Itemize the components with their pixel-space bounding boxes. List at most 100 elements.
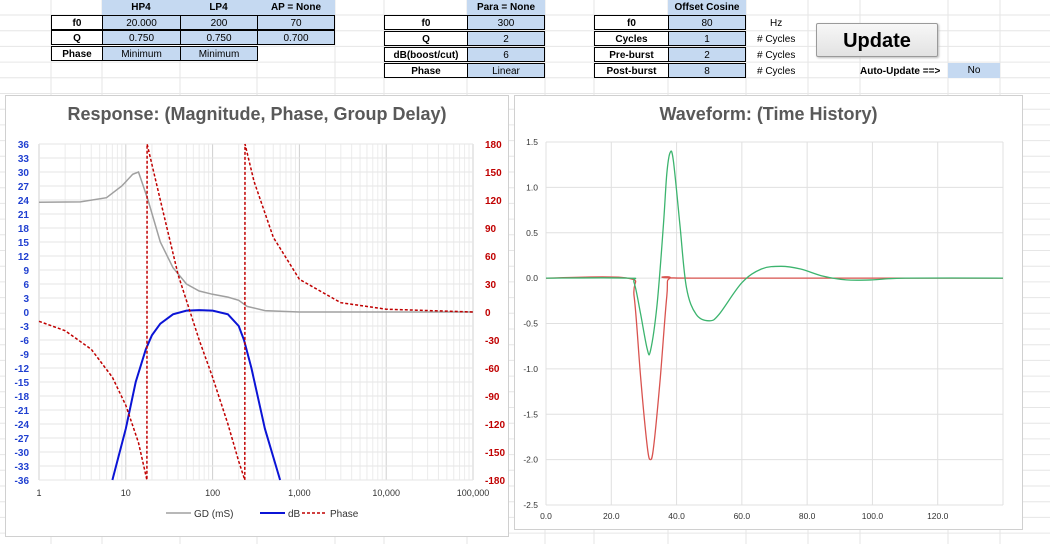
waveform-chart: Waveform: (Time History) 1.5 1.0 0.5 0.0 -0.…: [514, 95, 1023, 530]
x-tick-label: 0.0: [540, 511, 552, 521]
offset-f0-cell[interactable]: 80: [668, 15, 746, 30]
x-tick-label: 100.0: [862, 511, 884, 521]
series-line-db: [111, 309, 282, 481]
left-y-tick-label: 33: [18, 154, 30, 165]
right-y-tick-label: 150: [485, 168, 502, 179]
series-line-gdms: [38, 171, 473, 313]
left-y-tick-label: 0: [23, 308, 29, 319]
legend-label: GD (mS): [194, 509, 233, 520]
x-tick-label: 10,000: [372, 488, 400, 498]
right-y-tick-label: -150: [485, 448, 505, 459]
y-tick-label: 0.0: [526, 273, 538, 283]
y-tick-label: -2.5: [523, 500, 538, 510]
left-y-tick-label: -24: [15, 420, 30, 431]
para-f0-cell[interactable]: 300: [467, 15, 545, 30]
ap-f0-cell[interactable]: 70: [257, 15, 335, 30]
unit-hz: Hz: [770, 18, 783, 29]
para-header: Para = None: [467, 0, 545, 15]
offset-header: Offset Cosine: [668, 0, 746, 15]
left-y-tick-label: -27: [15, 434, 30, 445]
left-y-tick-label: 36: [18, 140, 30, 151]
auto-update-toggle[interactable]: No: [948, 63, 1000, 78]
para-db-label: dB(boost/cut): [384, 47, 468, 62]
left-y-tick-label: -21: [15, 406, 30, 417]
lp4-phase-cell[interactable]: Minimum: [180, 46, 258, 61]
right-y-tick-label: 180: [485, 140, 502, 151]
offset-f0-label: f0: [594, 15, 669, 30]
right-y-tick-label: 30: [485, 280, 497, 291]
x-tick-label: 20.0: [603, 511, 620, 521]
offset-cycles-label: Cycles: [594, 31, 669, 46]
x-tick-label: 10: [121, 488, 131, 498]
waveform-series-1: [545, 150, 1004, 356]
y-tick-label: -1.5: [523, 409, 538, 419]
left-y-tick-label: -12: [15, 364, 30, 375]
x-tick-label: 1,000: [288, 488, 311, 498]
offset-preburst-label: Pre-burst: [594, 47, 669, 62]
para-db-cell[interactable]: 6: [467, 47, 545, 62]
waveform-chart-title: Waveform: (Time History): [659, 104, 878, 124]
hp4-header: HP4: [102, 0, 180, 15]
unit-preburst: # Cycles: [757, 50, 796, 61]
q-label: Q: [51, 30, 103, 45]
y-tick-label: -2.0: [523, 455, 538, 465]
response-plot: 3633302724211815129630-3-6-9-12-15-18-21…: [15, 140, 506, 520]
offset-preburst-cell[interactable]: 2: [668, 47, 746, 62]
left-y-tick-label: 21: [18, 210, 30, 221]
right-y-tick-label: 120: [485, 196, 502, 207]
legend-label: dB: [288, 509, 301, 520]
para-f0-label: f0: [384, 15, 468, 30]
left-y-tick-label: -36: [15, 476, 30, 487]
offset-postburst-cell[interactable]: 8: [668, 63, 746, 78]
ap-header: AP = None: [257, 0, 335, 15]
auto-update-label: Auto-Update ==>: [860, 66, 941, 77]
update-button[interactable]: Update: [816, 23, 938, 57]
lp4-q-cell[interactable]: 0.750: [180, 30, 258, 45]
x-tick-label: 1: [36, 488, 41, 498]
y-tick-label: 1.5: [526, 137, 538, 147]
right-y-tick-label: 90: [485, 224, 497, 235]
x-tick-label: 100,000: [457, 488, 490, 498]
waveform-plot: 1.51.00.50.0-0.5-1.0-1.5-2.0-2.50.0 20.0 4…: [523, 137, 1004, 521]
para-phase-label: Phase: [384, 63, 468, 78]
response-chart-title: Response: (Magnitude, Phase, Group Delay…: [67, 104, 447, 124]
left-y-tick-label: 18: [18, 224, 30, 235]
para-phase-cell[interactable]: Linear: [467, 63, 545, 78]
left-y-tick-label: -6: [20, 336, 29, 347]
y-tick-label: 1.0: [526, 182, 538, 192]
right-y-tick-label: -60: [485, 364, 500, 375]
left-y-tick-label: -9: [20, 350, 29, 361]
waveform-series-0: [545, 276, 1003, 461]
left-y-tick-label: -33: [15, 462, 30, 473]
x-tick-label: 120.0: [927, 511, 949, 521]
left-y-tick-label: 3: [23, 294, 29, 305]
f0-label: f0: [51, 15, 103, 30]
hp4-phase-cell[interactable]: Minimum: [102, 46, 181, 61]
para-q-cell[interactable]: 2: [467, 31, 545, 46]
x-tick-label: 100: [205, 488, 220, 498]
left-y-tick-label: 12: [18, 252, 30, 263]
para-q-label: Q: [384, 31, 468, 46]
left-y-tick-label: -15: [15, 378, 30, 389]
lp4-f0-cell[interactable]: 200: [180, 15, 258, 30]
left-y-tick-label: 27: [18, 182, 30, 193]
offset-cycles-cell[interactable]: 1: [668, 31, 746, 46]
right-y-tick-label: 0: [485, 308, 491, 319]
right-y-tick-label: -180: [485, 476, 505, 487]
left-y-tick-label: -3: [20, 322, 29, 333]
left-y-tick-label: 24: [18, 196, 30, 207]
y-tick-label: 0.5: [526, 228, 538, 238]
left-y-tick-label: -30: [15, 448, 30, 459]
left-y-tick-label: 30: [18, 168, 30, 179]
x-tick-label: 40.0: [668, 511, 685, 521]
lp4-header: LP4: [180, 0, 257, 15]
left-y-tick-label: 9: [23, 266, 29, 277]
y-tick-label: -1.0: [523, 364, 538, 374]
right-y-tick-label: 60: [485, 252, 497, 263]
unit-cycles: # Cycles: [757, 34, 796, 45]
hp4-f0-cell[interactable]: 20.000: [102, 15, 181, 30]
ap-q-cell[interactable]: 0.700: [257, 30, 335, 45]
left-y-tick-label: -18: [15, 392, 30, 403]
series-line-phase: [38, 143, 474, 481]
hp4-q-cell[interactable]: 0.750: [102, 30, 181, 45]
